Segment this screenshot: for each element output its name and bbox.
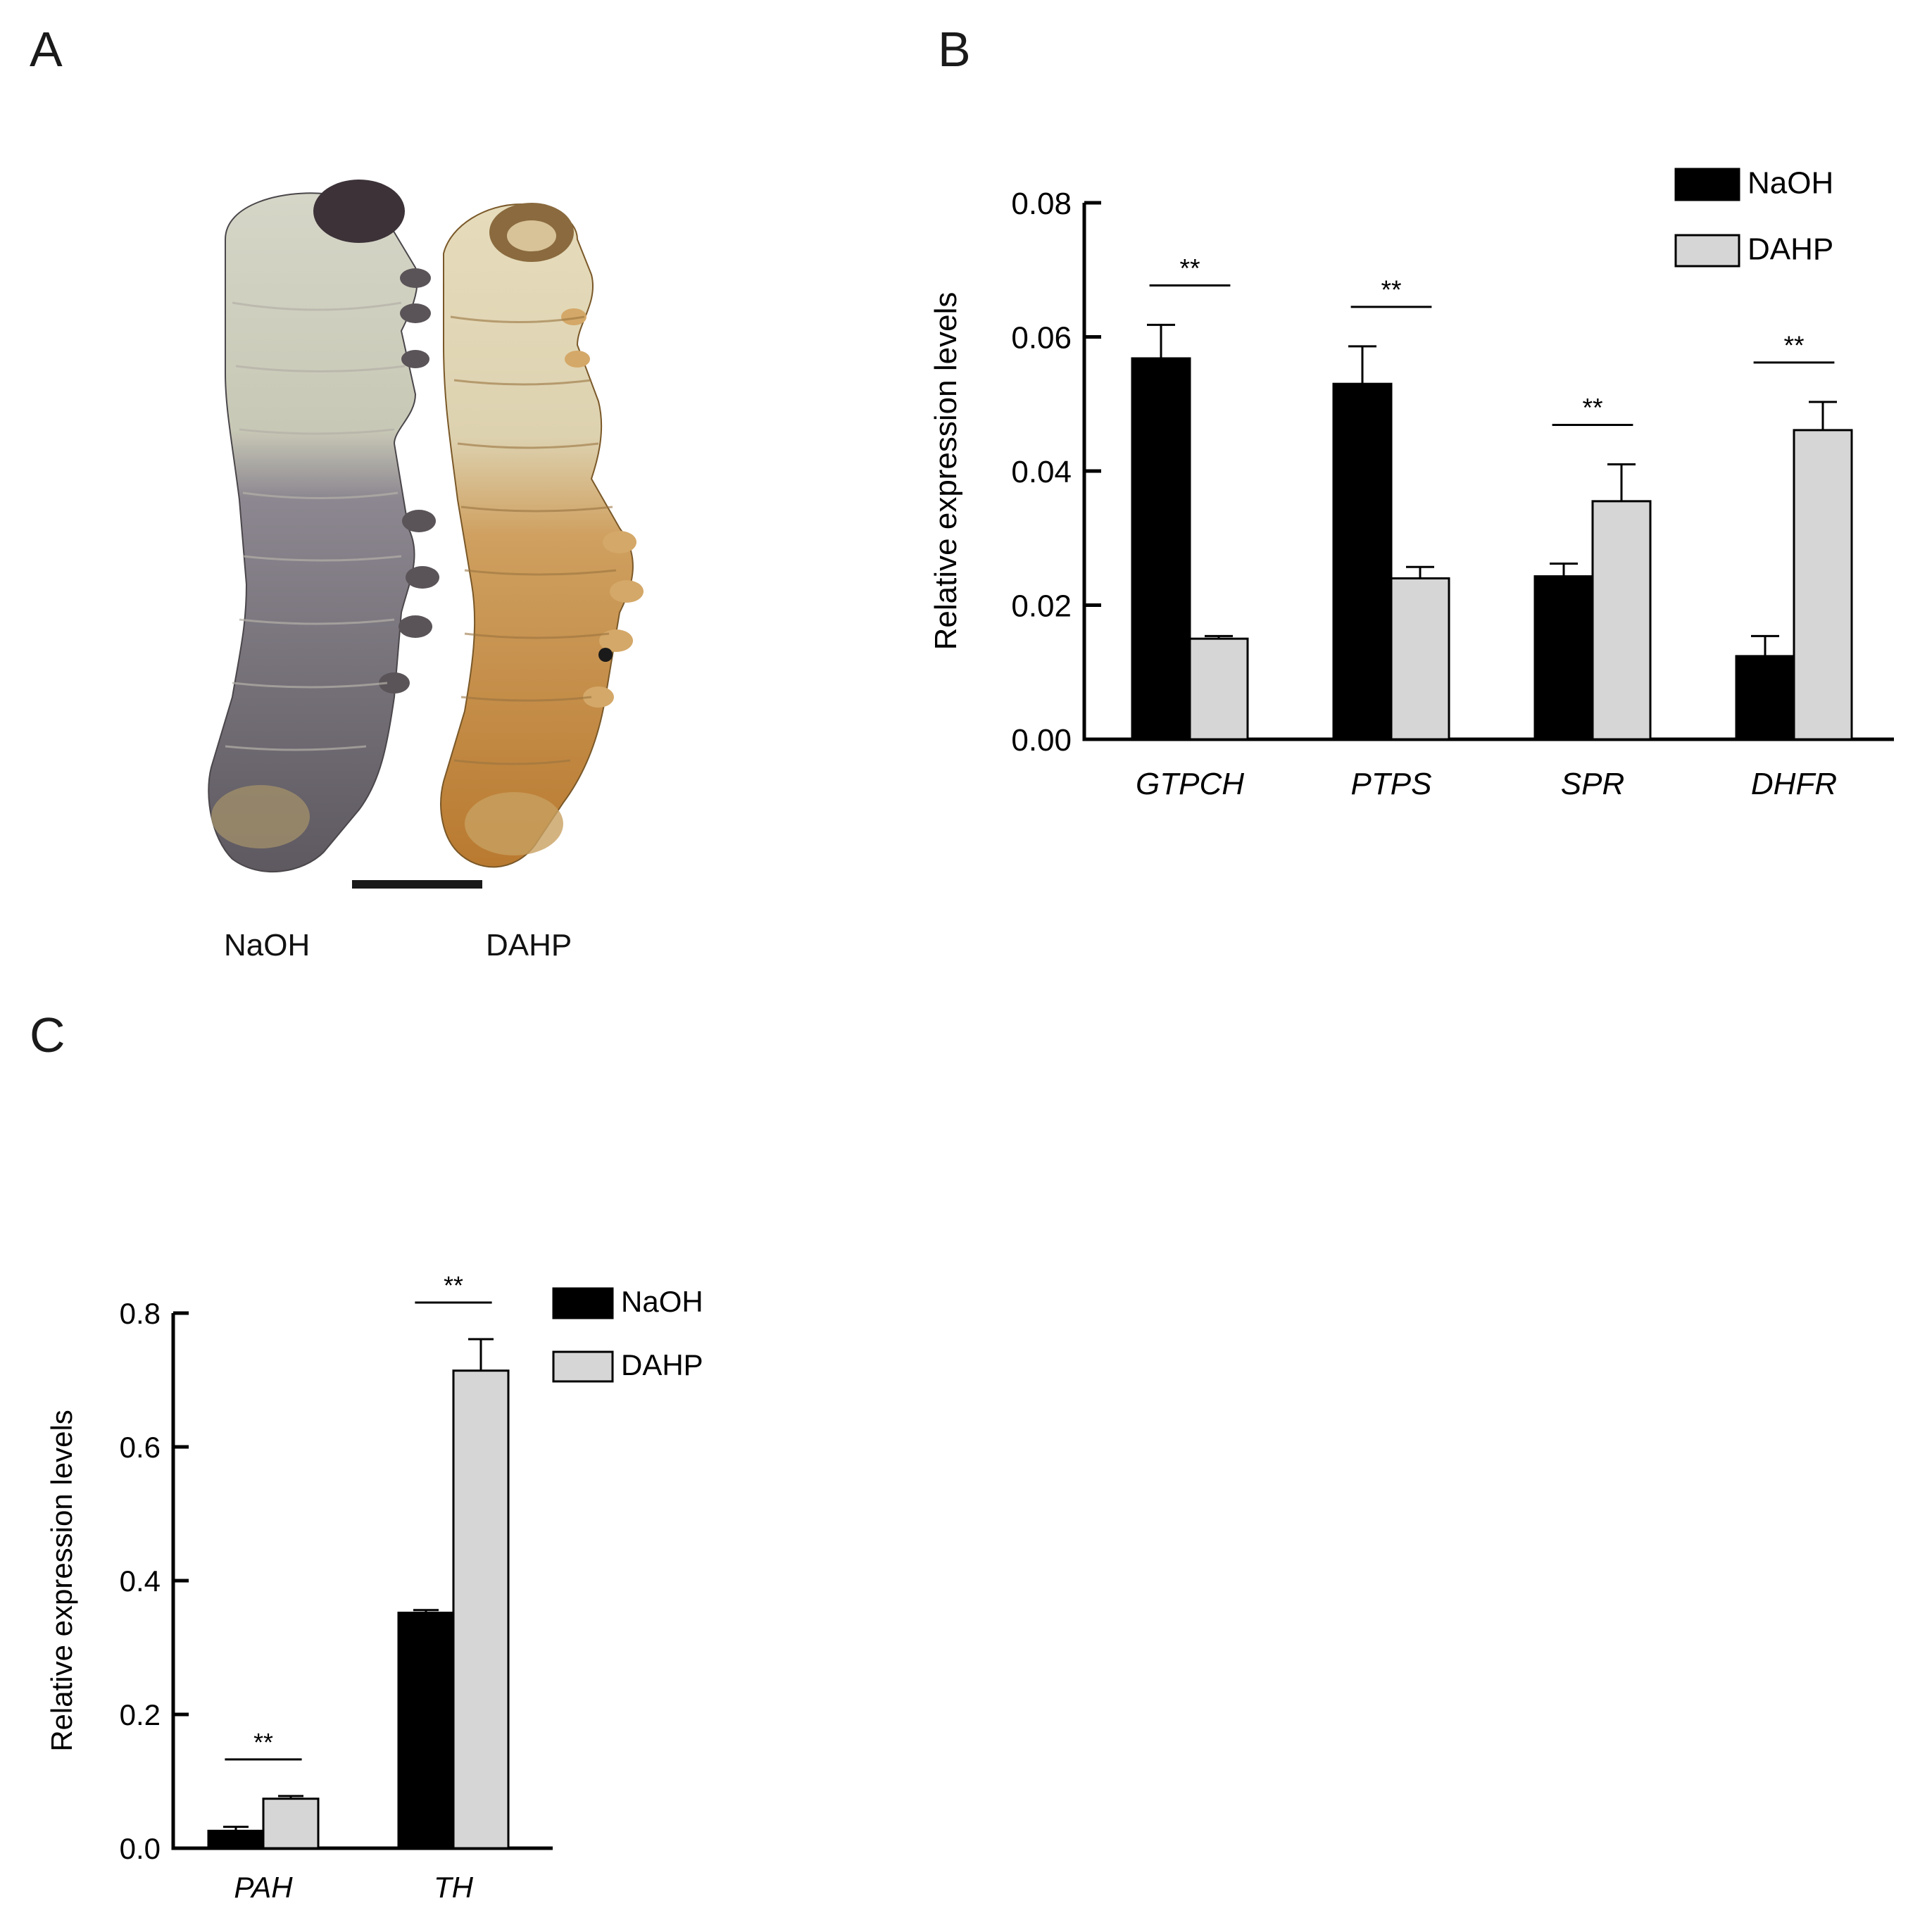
bar-naoh — [1332, 382, 1393, 741]
bar-naoh — [1131, 357, 1191, 741]
bar-dahp — [1793, 429, 1853, 741]
panel-letter-c: C — [30, 1008, 65, 1062]
y-tick-label: 0.02 — [1011, 589, 1072, 623]
bar-dahp — [1188, 637, 1249, 741]
gene-expression-chart-c: 0.0 0.2 0.4 0.6 0.8 Relative expression level… — [45, 1272, 703, 1904]
bar-dahp — [1390, 577, 1450, 741]
larvae-photograph — [208, 180, 644, 889]
bar-dahp — [452, 1369, 510, 1850]
x-category-label: SPR — [1561, 767, 1624, 801]
y-tick-label: 0.4 — [120, 1564, 161, 1598]
x-category-label: PAH — [234, 1871, 293, 1904]
y-tick-label: 0.2 — [120, 1698, 161, 1731]
panel-letter-a: A — [30, 22, 63, 77]
y-tick-label: 0.08 — [1011, 187, 1072, 221]
legend-swatch-dahp — [552, 1350, 614, 1383]
bar-naoh — [1533, 575, 1594, 741]
significance-marker: ** — [1381, 275, 1401, 304]
bar-dahp — [262, 1798, 320, 1850]
dahp-larva — [440, 203, 644, 868]
significance-marker: ** — [1582, 392, 1602, 422]
x-category-label: PTPS — [1351, 767, 1432, 801]
y-tick-label: 0.00 — [1011, 723, 1072, 758]
bar-dahp — [1591, 500, 1652, 741]
bar-naoh — [207, 1829, 265, 1850]
legend-swatch-naoh — [1674, 168, 1740, 201]
significance-marker: ** — [253, 1729, 273, 1757]
y-tick-label: 0.8 — [120, 1297, 161, 1330]
dahp-specimen-label: DAHP — [486, 928, 572, 962]
significance-marker: ** — [1179, 253, 1200, 282]
bar-naoh — [397, 1612, 455, 1850]
naoh-larva-head — [313, 180, 405, 243]
legend-label-dahp: DAHP — [621, 1348, 703, 1381]
scale-bar — [352, 880, 482, 889]
naoh-larva — [208, 180, 439, 873]
x-category-label: TH — [434, 1871, 474, 1904]
y-axis-label: Relative expression levels — [929, 292, 963, 651]
y-tick-label: 0.06 — [1011, 320, 1072, 355]
y-tick-label: 0.0 — [120, 1832, 161, 1865]
y-axis-label: Relative expression levels — [45, 1410, 78, 1752]
significance-marker: ** — [1783, 330, 1804, 360]
y-tick-label: 0.6 — [120, 1431, 161, 1464]
gene-expression-chart-b: 0.00 0.02 0.04 0.06 0.08 Relative expression … — [929, 165, 1894, 801]
legend-swatch-naoh — [552, 1287, 614, 1319]
significance-marker: ** — [444, 1272, 463, 1300]
naoh-specimen-label: NaOH — [224, 928, 310, 962]
legend-label-naoh: NaOH — [1748, 165, 1833, 200]
legend-label-dahp: DAHP — [1748, 232, 1833, 266]
legend-swatch-dahp — [1674, 234, 1740, 268]
x-category-label: DHFR — [1751, 767, 1837, 801]
x-category-label: GTPCH — [1136, 767, 1244, 801]
panel-letter-b: B — [938, 22, 971, 77]
legend-label-naoh: NaOH — [621, 1285, 703, 1318]
y-tick-label: 0.04 — [1011, 455, 1072, 489]
bar-naoh — [1735, 655, 1795, 741]
